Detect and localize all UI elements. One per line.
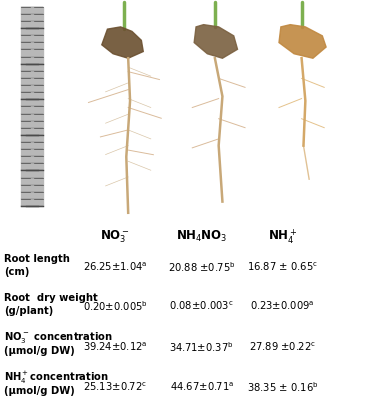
Text: 34.71±0.37$^{\rm b}$: 34.71±0.37$^{\rm b}$ — [169, 340, 234, 354]
Text: 0.20±0.005$^{\rm b}$: 0.20±0.005$^{\rm b}$ — [83, 299, 147, 313]
Text: NH$_4^+$concentration: NH$_4^+$concentration — [4, 370, 109, 386]
Polygon shape — [194, 25, 238, 58]
Polygon shape — [279, 25, 326, 58]
Text: NH$_4^+$: NH$_4^+$ — [268, 227, 297, 246]
Text: 44.67±0.71$^{\rm a}$: 44.67±0.71$^{\rm a}$ — [170, 381, 234, 393]
Text: (cm): (cm) — [4, 267, 29, 278]
Text: Root length: Root length — [4, 254, 70, 264]
Text: 16.87 ± 0.65$^{\rm c}$: 16.87 ± 0.65$^{\rm c}$ — [247, 261, 318, 273]
Text: Root  dry weight: Root dry weight — [4, 293, 98, 303]
Text: (μmol/g DW): (μmol/g DW) — [4, 386, 75, 396]
Polygon shape — [102, 27, 143, 58]
Text: (g/plant): (g/plant) — [4, 306, 53, 316]
Text: 27.89 ±0.22$^{\rm c}$: 27.89 ±0.22$^{\rm c}$ — [249, 341, 316, 354]
Text: NO$_3^-$: NO$_3^-$ — [100, 228, 130, 244]
Text: NO$_3^-$ concentration: NO$_3^-$ concentration — [4, 330, 113, 345]
Text: 0.08±0.003$^{\rm c}$: 0.08±0.003$^{\rm c}$ — [169, 300, 234, 312]
Text: 0.23±0.009$^{\rm a}$: 0.23±0.009$^{\rm a}$ — [250, 300, 315, 312]
Text: 39.24±0.12$^{\rm a}$: 39.24±0.12$^{\rm a}$ — [83, 341, 147, 354]
Text: (μmol/g DW): (μmol/g DW) — [4, 346, 75, 356]
Bar — [21, 7, 43, 206]
Text: NH$_4$NO$_3$: NH$_4$NO$_3$ — [176, 229, 227, 244]
Text: 20.88 ±0.75$^{\rm b}$: 20.88 ±0.75$^{\rm b}$ — [168, 260, 236, 274]
Text: 38.35 ± 0.16$^{\rm b}$: 38.35 ± 0.16$^{\rm b}$ — [247, 380, 319, 394]
Text: 25.13±0.72$^{\rm c}$: 25.13±0.72$^{\rm c}$ — [83, 381, 147, 393]
Text: 26.25±1.04$^{\rm a}$: 26.25±1.04$^{\rm a}$ — [83, 261, 147, 273]
